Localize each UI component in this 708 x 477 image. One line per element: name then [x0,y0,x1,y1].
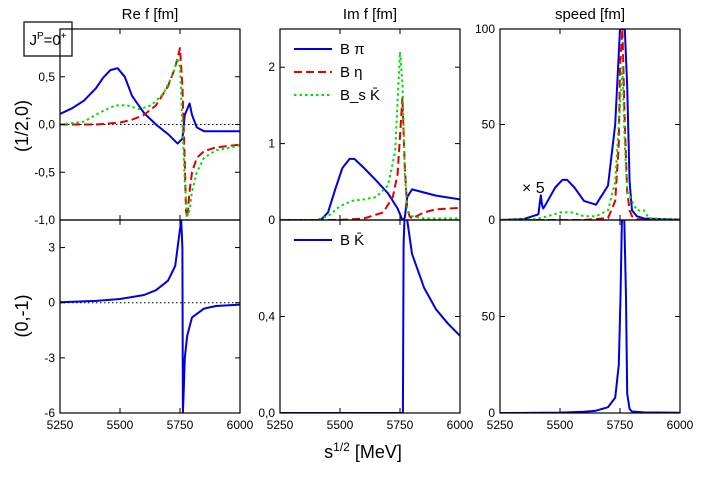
panel-title: speed [fm] [555,6,625,23]
x-axis-label: s1/2 [MeV] [324,440,402,462]
series-group [500,29,680,220]
series-group [280,220,460,413]
plot-frame [499,219,681,414]
y-tick-label: -6 [44,406,55,420]
plot-frame [59,219,241,414]
row-label-top: (1/2,0) [12,100,32,152]
panel-3: 0 50 100 speed [fm] [475,6,681,227]
y-tick-label: 0,0 [258,406,275,420]
x-tick-label: 6000 [667,418,694,432]
legend: B K̄ [294,232,364,249]
x-tick-label: 5750 [167,418,194,432]
y-tick-label: 0 [488,213,495,227]
series-group [60,47,240,220]
legend-label: B_s K̄ [340,87,380,104]
x-tick-label: 5500 [547,418,574,432]
scale-annotation: × 5 [522,180,545,197]
y-tick-label: 100 [475,22,495,36]
x-tick-label: 6000 [447,418,474,432]
series-line-b-pi [280,157,460,220]
x-tick-label: 5750 [387,418,414,432]
series-line-bs-kbar [500,66,680,220]
jp-badge-text: JP=0+ [29,31,66,49]
y-tick-label: 0,4 [258,310,275,324]
series-line-b-eta [60,47,240,220]
panel-2: 0 1 2 Im f [fm] B π B η B_s K̄ [268,6,461,227]
x-tick-label: 5250 [487,418,514,432]
panel-6: 5250 5500 5750 6000 0 50 [482,219,694,432]
legend: B π B η B_s K̄ [294,41,380,104]
y-tick-label: 3 [48,241,55,255]
y-tick-label: -0,5 [34,165,55,179]
x-tick-label: 5500 [107,418,134,432]
y-tick-label: 0 [268,213,275,227]
row-label-bottom: (0,-1) [12,294,32,337]
x-tick-label: 5750 [607,418,634,432]
series-line-b-kbar [500,220,680,413]
y-tick-label: 50 [482,118,496,132]
series-group [60,220,240,413]
y-tick-label: 0,0 [38,118,55,132]
series-group [500,220,680,413]
plot-frame [279,28,461,221]
panel-4: 5250 5500 5750 6000 -6 -3 0 3 [44,219,254,432]
x-tick-label: 5250 [267,418,294,432]
plot-frame [279,219,461,414]
jp-badge: JP=0+ [23,21,73,57]
y-tick-label: 0,5 [38,70,55,84]
y-tick-label: -3 [44,351,55,365]
y-tick-label: -1,0 [34,213,55,227]
series-line-bs-kbar [280,50,460,220]
legend-label: B K̄ [340,232,364,249]
series-line-b-pi [60,67,240,145]
panel-5: 5250 5500 5750 6000 0,0 0,4 B K̄ [258,219,474,432]
y-tick-label: 0 [48,296,55,310]
panel-title: Im f [fm] [343,6,397,23]
series-line-bs-kbar [60,56,240,217]
series-line-b-kbar [60,220,240,413]
x-tick-label: 6000 [227,418,254,432]
series-group [280,50,460,220]
x-tick-label: 5250 [47,418,74,432]
y-tick-label: 2 [268,60,275,74]
series-line-b-eta [280,96,460,220]
series-line-b-kbar [280,220,460,413]
legend-label: B π [340,41,365,58]
legend-label: B η [340,64,363,81]
series-line-b-pi [500,29,680,220]
x-tick-label: 5500 [327,418,354,432]
panel-title: Re f [fm] [122,6,179,23]
y-tick-label: 0 [488,406,495,420]
series-line-b-eta [500,29,680,220]
y-tick-label: 1 [268,137,275,151]
y-tick-label: 50 [482,310,496,324]
